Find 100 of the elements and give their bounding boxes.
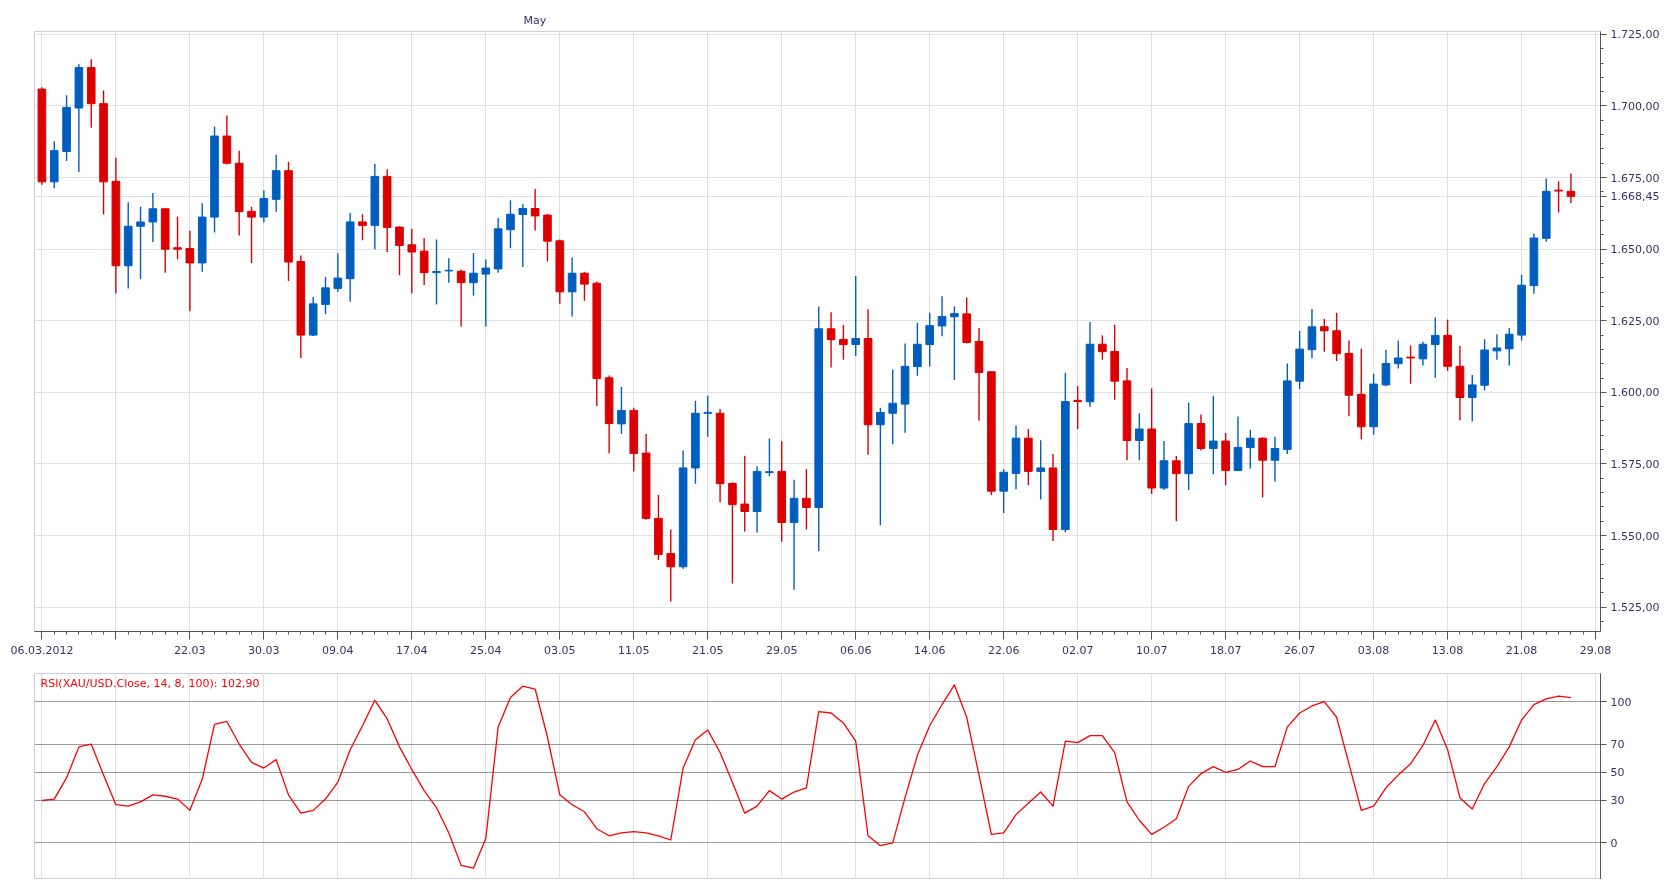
candlestick xyxy=(395,225,404,276)
candlestick xyxy=(580,271,589,302)
candlestick xyxy=(1233,415,1243,472)
x-tick-label: 21.08 xyxy=(1505,643,1538,657)
candlestick xyxy=(530,188,540,232)
y-tick-label: 1.675,00 xyxy=(1610,171,1660,185)
candlestick xyxy=(1430,316,1440,379)
candlestick xyxy=(1381,348,1391,387)
candlestick xyxy=(765,437,774,477)
candlestick xyxy=(666,528,676,603)
candlestick xyxy=(1554,180,1563,214)
x-tick-label: 02.07 xyxy=(1061,643,1094,657)
candlestick xyxy=(1135,412,1144,461)
candlestick xyxy=(876,407,885,526)
text: May xyxy=(523,13,547,27)
candlestick xyxy=(469,252,478,297)
candlestick xyxy=(1208,395,1218,475)
x-tick-label: 13.08 xyxy=(1431,643,1464,657)
candlestick xyxy=(1245,429,1255,470)
candlestick xyxy=(1098,334,1107,361)
y-tick-label: 1.700,00 xyxy=(1610,99,1660,113)
candlestick xyxy=(506,199,515,249)
x-tick-label: 10.07 xyxy=(1135,643,1168,657)
candlestick xyxy=(740,454,750,533)
x-tick-label: 21.05 xyxy=(692,643,724,657)
candlestick xyxy=(826,311,836,369)
candlestick xyxy=(950,305,959,381)
candlestick xyxy=(1036,439,1046,501)
candlestick xyxy=(148,192,158,243)
candlestick xyxy=(888,368,898,445)
x-tick-label: 25.04 xyxy=(470,643,502,657)
y-tick-label: 1.625,00 xyxy=(1610,314,1660,328)
x-tick-label: 22.06 xyxy=(987,643,1020,657)
candlestick xyxy=(444,257,454,284)
y-tick-label: 1.575,00 xyxy=(1610,457,1660,471)
candlestick xyxy=(173,216,182,260)
candlestick xyxy=(1566,172,1576,204)
candlestick xyxy=(1393,339,1403,370)
y-tick-label: 0 xyxy=(1610,836,1618,850)
candlestick xyxy=(456,269,466,328)
candlestick xyxy=(1467,374,1477,423)
y-tick-label: 1.725,00 xyxy=(1610,28,1660,42)
text: RSI(XAU/USD.Close, 14, 8, 100): 102,90 xyxy=(40,676,260,690)
candlestick xyxy=(937,295,947,337)
y-tick-label: 1.550,00 xyxy=(1610,529,1660,543)
candlestick xyxy=(321,276,330,315)
x-tick-label: 03.08 xyxy=(1357,643,1390,657)
x-tick-label: 29.08 xyxy=(1579,643,1612,657)
candlestick xyxy=(999,468,1009,514)
candlestick xyxy=(925,312,935,368)
y-tick-label: 1.650,00 xyxy=(1610,243,1660,257)
candlestick xyxy=(703,395,713,438)
candlestick xyxy=(1258,436,1267,499)
candlestick xyxy=(728,481,737,585)
x-tick-label: 06.06 xyxy=(839,643,872,657)
x-tick-label: 06.03.2012 xyxy=(10,643,74,657)
candlestick xyxy=(358,213,367,241)
x-tick-label: 11.05 xyxy=(618,643,650,657)
candlestick xyxy=(1332,312,1341,362)
candlestick xyxy=(1073,385,1082,430)
candlestick xyxy=(1307,308,1317,359)
candlestick xyxy=(1270,436,1280,483)
candlestick xyxy=(432,238,441,306)
candlestick xyxy=(802,468,811,531)
x-tick-label: 22.03 xyxy=(174,643,206,657)
candlestick xyxy=(1504,327,1514,367)
x-tick-label: 26.07 xyxy=(1283,643,1316,657)
candlestick xyxy=(839,324,848,361)
candlestick xyxy=(407,228,417,295)
candlestick xyxy=(851,275,861,357)
x-tick-label: 17.04 xyxy=(396,643,428,657)
candlestick xyxy=(567,256,577,318)
y-tick-label: 1.600,00 xyxy=(1610,386,1660,400)
x-tick-label: 30.03 xyxy=(248,643,280,657)
x-tick-label: 18.07 xyxy=(1209,643,1242,657)
candlestick xyxy=(1492,333,1502,361)
x-tick-label: 03.05 xyxy=(544,643,576,657)
candlestick xyxy=(333,252,343,293)
candlestick xyxy=(617,386,626,435)
candlestick xyxy=(1406,344,1415,385)
y-tick-label: 70 xyxy=(1610,738,1625,752)
x-tick-label: 14.06 xyxy=(913,643,946,657)
y-tick-label: 100 xyxy=(1610,695,1632,709)
candlestick xyxy=(1319,318,1329,353)
candlestick xyxy=(1418,340,1428,367)
x-tick-label: 09.04 xyxy=(322,643,354,657)
candlestick xyxy=(136,206,145,280)
candlestick xyxy=(518,203,528,268)
y-tick-label: 1.668,45 xyxy=(1610,190,1660,204)
candlestick xyxy=(419,237,429,286)
y-tick-label: 30 xyxy=(1610,794,1625,808)
y-tick-label: 50 xyxy=(1610,766,1625,780)
x-tick-label: 29.05 xyxy=(766,643,798,657)
candlestick xyxy=(913,322,922,377)
y-tick-label: 1.525,00 xyxy=(1610,601,1660,615)
candlestick xyxy=(481,258,491,328)
candlestick xyxy=(247,206,256,264)
candlestick xyxy=(185,229,195,313)
candlestick xyxy=(259,189,269,224)
candlestick xyxy=(1172,455,1181,522)
